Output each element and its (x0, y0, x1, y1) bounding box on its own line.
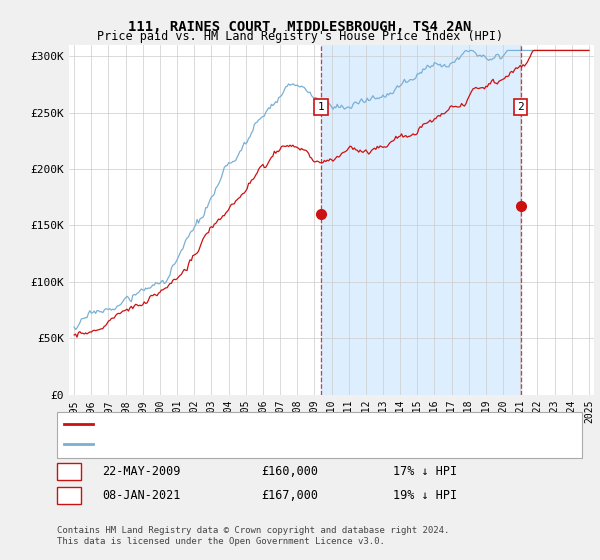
Text: Contains HM Land Registry data © Crown copyright and database right 2024.
This d: Contains HM Land Registry data © Crown c… (57, 526, 449, 546)
Text: 08-JAN-2021: 08-JAN-2021 (102, 489, 181, 502)
Text: £167,000: £167,000 (261, 489, 318, 502)
Text: £160,000: £160,000 (261, 465, 318, 478)
Text: 22-MAY-2009: 22-MAY-2009 (102, 465, 181, 478)
Text: 1: 1 (65, 465, 73, 478)
Text: 111, RAINES COURT, MIDDLESBROUGH, TS4 2AN: 111, RAINES COURT, MIDDLESBROUGH, TS4 2A… (128, 20, 472, 34)
Bar (321, 45, 521, 395)
Text: Price paid vs. HM Land Registry's House Price Index (HPI): Price paid vs. HM Land Registry's House … (97, 30, 503, 43)
Text: 17% ↓ HPI: 17% ↓ HPI (393, 465, 457, 478)
Text: 2: 2 (517, 102, 524, 112)
Text: 111, RAINES COURT, MIDDLESBROUGH, TS4 2AN (detached house): 111, RAINES COURT, MIDDLESBROUGH, TS4 2A… (100, 419, 463, 429)
Text: 1: 1 (317, 102, 325, 112)
Text: 2: 2 (65, 489, 73, 502)
Text: 19% ↓ HPI: 19% ↓ HPI (393, 489, 457, 502)
Text: HPI: Average price, detached house, Middlesbrough: HPI: Average price, detached house, Midd… (100, 438, 406, 449)
